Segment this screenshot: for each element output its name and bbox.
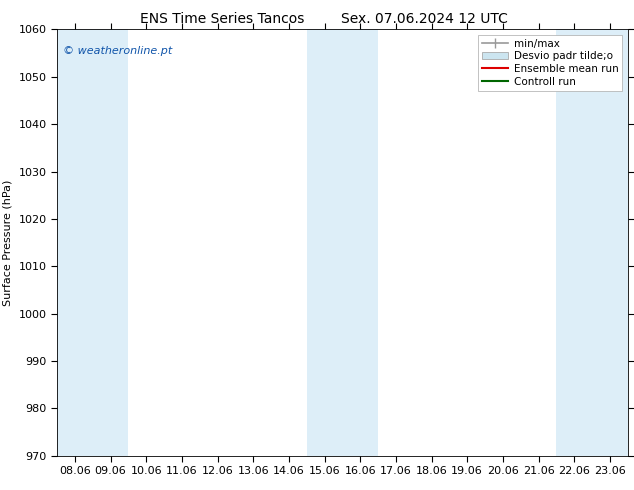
Bar bbox=[57, 29, 93, 456]
Text: Sex. 07.06.2024 12 UTC: Sex. 07.06.2024 12 UTC bbox=[341, 12, 508, 26]
Text: © weatheronline.pt: © weatheronline.pt bbox=[63, 47, 172, 56]
Bar bbox=[342, 29, 378, 456]
Bar bbox=[93, 29, 128, 456]
Bar bbox=[307, 29, 342, 456]
Y-axis label: Surface Pressure (hPa): Surface Pressure (hPa) bbox=[3, 179, 13, 306]
Bar bbox=[592, 29, 628, 456]
Bar bbox=[557, 29, 592, 456]
Legend: min/max, Desvio padr tilde;o, Ensemble mean run, Controll run: min/max, Desvio padr tilde;o, Ensemble m… bbox=[478, 35, 623, 91]
Text: ENS Time Series Tancos: ENS Time Series Tancos bbox=[139, 12, 304, 26]
